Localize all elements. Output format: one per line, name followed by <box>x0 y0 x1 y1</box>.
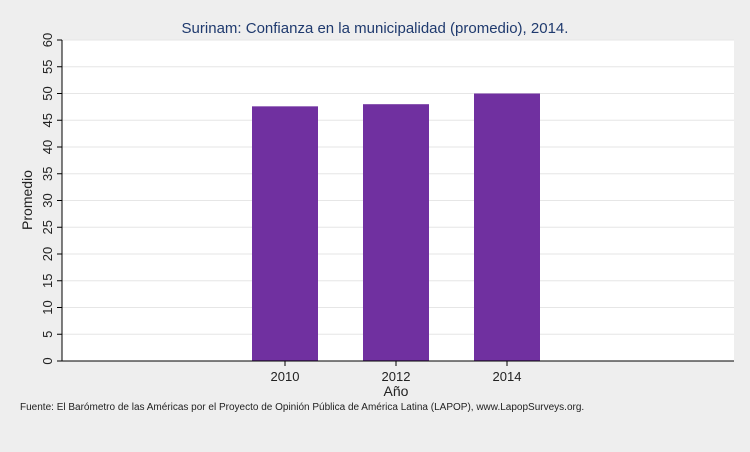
y-tick-label: 55 <box>40 60 55 74</box>
y-tick-label: 10 <box>40 300 55 314</box>
y-axis-ticks: 0 5 10 15 20 25 30 35 40 45 50 55 60 <box>40 33 62 365</box>
y-tick-label: 5 <box>40 331 55 338</box>
bar-2012 <box>363 104 429 361</box>
bar-2014 <box>474 93 540 361</box>
bar-2010 <box>252 106 318 361</box>
y-tick-label: 35 <box>40 167 55 181</box>
y-tick-label: 0 <box>40 357 55 364</box>
chart-title: Surinam: Confianza en la municipalidad (… <box>182 20 569 37</box>
x-tick-label: 2014 <box>493 369 522 384</box>
y-tick-label: 20 <box>40 247 55 261</box>
source-note: Fuente: El Barómetro de las Américas por… <box>20 402 584 413</box>
y-axis-title: Promedio <box>19 170 35 230</box>
y-tick-label: 50 <box>40 86 55 100</box>
y-tick-label: 15 <box>40 274 55 288</box>
x-tick-label: 2010 <box>271 369 300 384</box>
y-tick-label: 40 <box>40 140 55 154</box>
y-tick-label: 60 <box>40 33 55 47</box>
x-axis-ticks: 2010 2012 2014 <box>271 361 522 384</box>
y-tick-label: 25 <box>40 220 55 234</box>
y-tick-label: 30 <box>40 193 55 207</box>
y-tick-label: 45 <box>40 113 55 127</box>
bars <box>252 93 540 361</box>
x-axis-title: Año <box>384 383 409 399</box>
x-tick-label: 2012 <box>382 369 411 384</box>
